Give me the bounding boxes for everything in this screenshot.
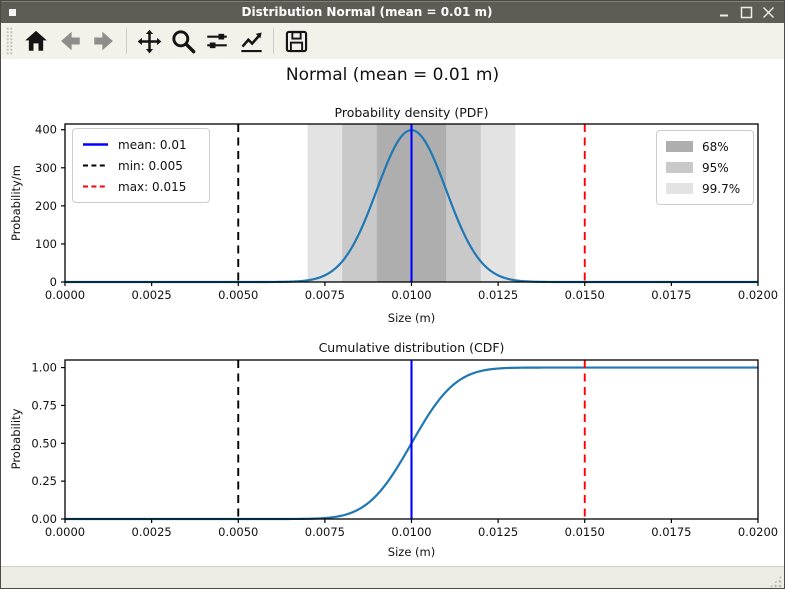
resize-grip-icon[interactable] [769, 575, 782, 588]
band-swatch-997 [666, 183, 693, 194]
maximize-button[interactable] [740, 6, 753, 19]
window-title: Distribution Normal (mean = 0.01 m) [241, 5, 493, 19]
magnifier-icon [171, 29, 195, 53]
legend-label-min: min: 0.005 [118, 158, 183, 173]
legend-item-max: max: 0.015 [82, 176, 200, 197]
minimize-icon [720, 14, 728, 16]
legend-label-997: 99.7% [702, 181, 741, 196]
back-button[interactable] [53, 25, 87, 57]
mean-line-sample-icon [83, 143, 108, 146]
home-button[interactable] [19, 25, 53, 57]
coverage-legend: 68% 95% 99.7% [656, 130, 754, 205]
save-icon [285, 30, 307, 52]
legend-label-mean: mean: 0.01 [118, 137, 187, 152]
legend-label-max: max: 0.015 [118, 179, 187, 194]
forward-arrow-icon [94, 31, 113, 51]
legend-item-min: min: 0.005 [82, 155, 200, 176]
close-button[interactable] [762, 6, 775, 19]
toolbar-separator [273, 28, 274, 54]
window-controls [718, 6, 775, 19]
legend-item-997: 99.7% [666, 178, 744, 199]
legend-label-95: 95% [702, 160, 729, 175]
line-chart-icon [240, 32, 262, 52]
toolbar-drag-handle[interactable] [6, 27, 13, 55]
sliders-icon [207, 33, 227, 49]
legend-label-68: 68% [702, 139, 729, 154]
legend-item-95: 95% [666, 157, 744, 178]
min-line-sample-icon [83, 164, 108, 167]
save-button[interactable] [279, 25, 313, 57]
home-icon [25, 30, 47, 51]
pan-icon [137, 29, 161, 53]
zoom-button[interactable] [166, 25, 200, 57]
band-swatch-68 [666, 141, 693, 152]
minimize-button[interactable] [718, 6, 731, 19]
forward-button[interactable] [87, 25, 121, 57]
max-line-sample-icon [83, 185, 108, 188]
pan-button[interactable] [132, 25, 166, 57]
edit-parameters-button[interactable] [234, 25, 268, 57]
pdf-legend: mean: 0.01 min: 0.005 max: 0.015 [72, 128, 210, 203]
toolbar-separator [126, 28, 127, 54]
status-bar [1, 566, 784, 588]
maximize-icon [740, 6, 753, 18]
close-icon [763, 6, 774, 18]
configure-subplots-button[interactable] [200, 25, 234, 57]
title-bar[interactable]: Distribution Normal (mean = 0.01 m) [1, 1, 784, 23]
band-swatch-95 [666, 162, 693, 173]
legend-item-mean: mean: 0.01 [82, 134, 200, 155]
back-arrow-icon [61, 31, 80, 51]
navigation-toolbar [1, 23, 784, 60]
app-icon [9, 8, 16, 16]
legend-item-68: 68% [666, 136, 744, 157]
